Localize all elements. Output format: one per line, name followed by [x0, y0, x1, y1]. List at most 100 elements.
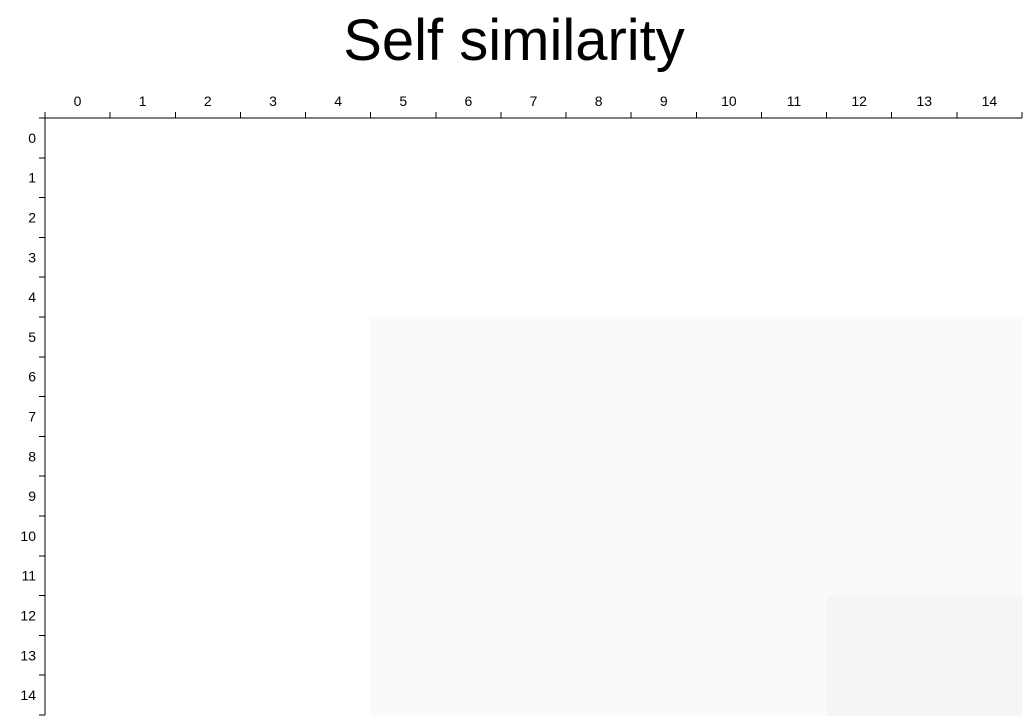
heatmap-cell-r1-c7 — [500, 157, 567, 199]
y-tick-label: 14 — [20, 687, 36, 703]
heatmap-cell-r12-c7 — [500, 595, 567, 636]
heatmap-cell-r14-c6 — [435, 675, 502, 716]
heatmap-cell-r11-c4 — [305, 555, 372, 597]
heatmap-cell-r9-c10 — [696, 476, 762, 517]
heatmap-cell-r10-c9 — [631, 516, 697, 557]
heatmap-cell-r5-c11 — [761, 317, 828, 358]
heatmap-cell-r1-c4 — [305, 157, 372, 199]
x-tick-label: 6 — [464, 93, 472, 109]
y-tick-label: 6 — [28, 369, 36, 385]
heatmap-cell-r6-c13 — [891, 356, 958, 398]
heatmap-cell-r11-c11 — [761, 555, 828, 597]
heatmap-cell-r5-c2 — [175, 317, 241, 358]
heatmap-cell-r3-c8 — [566, 237, 632, 278]
y-tick-label: 11 — [21, 568, 36, 584]
heatmap-cell-r11-c2 — [175, 555, 241, 597]
heatmap-cell-r3-c11 — [761, 237, 828, 278]
heatmap-cell-r9-c3 — [240, 476, 307, 517]
y-tick-label: 12 — [20, 608, 36, 624]
x-tick-label: 4 — [334, 93, 342, 109]
heatmap-cell-r8-c14 — [956, 436, 1023, 477]
heatmap-cell-r10-c14 — [956, 516, 1023, 557]
heatmap-cell-r14-c10 — [696, 675, 762, 716]
heatmap-cell-r6-c7 — [500, 356, 567, 398]
x-tick-label: 5 — [399, 93, 407, 109]
heatmap-cell-r12-c14 — [956, 595, 1023, 636]
heatmap-cell-r0-c3 — [240, 118, 307, 159]
heatmap-cell-r13-c14 — [956, 635, 1023, 676]
heatmap-cell-r7-c6 — [435, 396, 502, 437]
heatmap-cell-r3-c9 — [631, 237, 697, 278]
x-tick-label: 8 — [595, 93, 603, 109]
y-tick-label: 9 — [28, 488, 36, 504]
heatmap-cell-r8-c11 — [761, 436, 828, 477]
heatmap-cell-r12-c9 — [631, 595, 697, 636]
heatmap-cell-r7-c12 — [826, 396, 893, 437]
heatmap-cell-r5-c14 — [956, 317, 1023, 358]
heatmap-cell-r1-c10 — [696, 157, 762, 199]
heatmap-cell-r2-c10 — [696, 197, 762, 238]
heatmap-cell-r14-c0 — [45, 675, 111, 716]
heatmap-cell-r14-c14 — [956, 675, 1023, 716]
heatmap-cell-r13-c9 — [631, 635, 697, 676]
heatmap-cell-r5-c3 — [240, 317, 307, 358]
heatmap-cell-r4-c7 — [500, 277, 567, 318]
heatmap-cell-r6-c12 — [826, 356, 893, 398]
x-tick-label: 0 — [74, 93, 82, 109]
heatmap-cell-r8-c6 — [435, 436, 502, 477]
heatmap-cell-r14-c5 — [370, 675, 437, 716]
heatmap-cell-r0-c2 — [175, 118, 241, 159]
heatmap-cell-r8-c4 — [305, 436, 372, 477]
heatmap-cell-r1-c1 — [110, 157, 176, 199]
heatmap-cell-r6-c0 — [45, 356, 111, 398]
heatmap-cell-r7-c11 — [761, 396, 828, 437]
heatmap-cell-r0-c4 — [305, 118, 372, 159]
chart-title: Self similarity — [343, 8, 685, 73]
heatmap-cell-r2-c3 — [240, 197, 307, 238]
x-tick-label: 12 — [851, 93, 867, 109]
heatmap-cell-r2-c9 — [631, 197, 697, 238]
heatmap-cell-r8-c3 — [240, 436, 307, 477]
heatmap-cell-r10-c8 — [566, 516, 632, 557]
heatmap-cell-r3-c0 — [45, 237, 111, 278]
heatmap-cell-r1-c13 — [891, 157, 958, 199]
heatmap-cell-r8-c2 — [175, 436, 241, 477]
heatmap-cell-r11-c6 — [435, 555, 502, 597]
heatmap-cell-r2-c5 — [370, 197, 437, 238]
heatmap-cell-r14-c3 — [240, 675, 307, 716]
heatmap-cell-r8-c9 — [631, 436, 697, 477]
x-tick-label: 11 — [787, 93, 802, 109]
heatmap-cell-r10-c7 — [500, 516, 567, 557]
heatmap-cell-r2-c4 — [305, 197, 372, 238]
heatmap-cell-r8-c7 — [500, 436, 567, 477]
heatmap-cell-r12-c13 — [891, 595, 958, 636]
heatmap-cell-r0-c7 — [500, 118, 567, 159]
heatmap-cell-r10-c3 — [240, 516, 307, 557]
heatmap-cell-r7-c4 — [305, 396, 372, 437]
heatmap-cell-r7-c13 — [891, 396, 958, 437]
heatmap-cell-r4-c10 — [696, 277, 762, 318]
heatmap-cell-r1-c11 — [761, 157, 828, 199]
heatmap-cell-r7-c1 — [110, 396, 176, 437]
heatmap-cell-r11-c0 — [45, 555, 111, 597]
heatmap-cell-r14-c2 — [175, 675, 241, 716]
heatmap-cell-r1-c5 — [370, 157, 437, 199]
heatmap-cell-r8-c13 — [891, 436, 958, 477]
heatmap-cell-r4-c12 — [826, 277, 893, 318]
heatmap-cell-r6-c2 — [175, 356, 241, 398]
heatmap-cell-r0-c9 — [631, 118, 697, 159]
heatmap-cell-r13-c6 — [435, 635, 502, 676]
heatmap-cell-r14-c4 — [305, 675, 372, 716]
heatmap-cell-r10-c10 — [696, 516, 762, 557]
heatmap-cell-r7-c8 — [566, 396, 632, 437]
heatmap-cell-r7-c7 — [500, 396, 567, 437]
heatmap-cell-r5-c8 — [566, 317, 632, 358]
heatmap-cell-r5-c9 — [631, 317, 697, 358]
heatmap-cell-r13-c5 — [370, 635, 437, 676]
heatmap-cell-r13-c11 — [761, 635, 828, 676]
heatmap-cell-r11-c7 — [500, 555, 567, 597]
heatmap-cell-r2-c6 — [435, 197, 502, 238]
heatmap-cell-r13-c3 — [240, 635, 307, 676]
